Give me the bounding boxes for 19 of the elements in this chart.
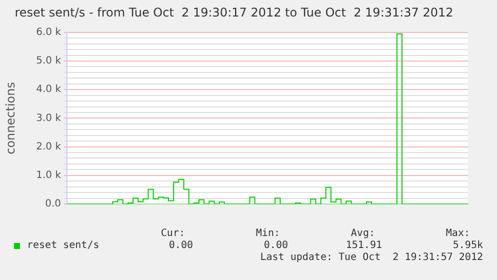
y-tick-label: 3.0 k xyxy=(36,112,62,124)
text: Min: xyxy=(256,228,280,240)
y-tick-label: 1.0 k xyxy=(36,170,62,181)
text: Cur: xyxy=(160,228,185,240)
text: 5.95k xyxy=(452,240,483,252)
y-tick-label: 0.0 xyxy=(45,198,61,210)
y-tick-label: 2.0 k xyxy=(36,141,62,152)
text: Last update: Tue Oct 2 19:31:57 2012 xyxy=(260,252,483,264)
y-axis-title: connections xyxy=(3,82,18,154)
text: 0.00 xyxy=(264,240,288,252)
y-tick-label: 6.0 k xyxy=(36,26,62,38)
text: Avg: xyxy=(350,228,375,240)
y-tick-label: 4.0 k xyxy=(36,84,62,96)
text: Max: xyxy=(446,228,470,240)
chart-title: reset sent/s - from Tue Oct 2 19:30:17 2012 to Tue Oct 2 19:31:37 2012 xyxy=(14,5,454,20)
text: 0.00 xyxy=(168,240,193,252)
y-tick-label: 5.0 k xyxy=(36,56,62,67)
legend-label: reset sent/s xyxy=(27,240,100,252)
text: 151.91 xyxy=(346,240,382,252)
